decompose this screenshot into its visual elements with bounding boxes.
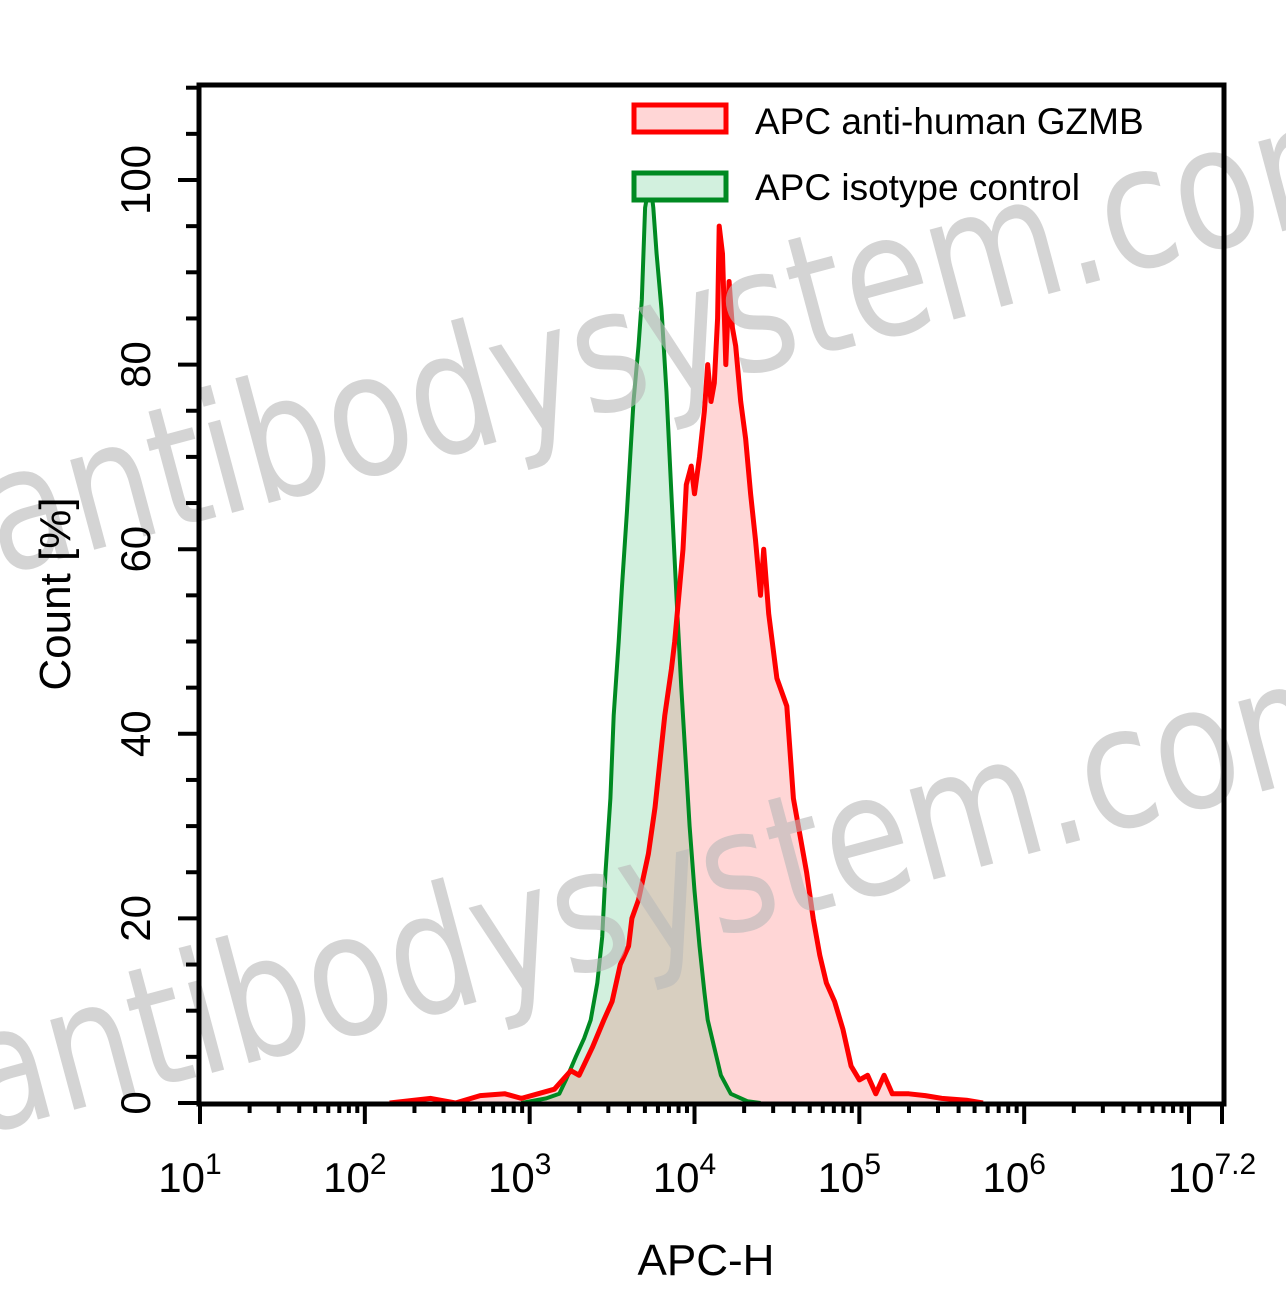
legend: APC anti-human GZMB APC isotype control <box>631 101 1144 208</box>
x-tick-label: 101 <box>158 1148 221 1201</box>
legend-swatch-isotype <box>631 170 729 203</box>
x-tick-label: 104 <box>653 1148 716 1201</box>
x-tick-label: 103 <box>488 1148 551 1201</box>
y-tick-label: 0 <box>112 1091 159 1114</box>
x-tick-label: 106 <box>982 1148 1045 1201</box>
x-tick-label: 107.2 <box>1168 1148 1256 1201</box>
x-tick-label: 105 <box>818 1148 881 1201</box>
legend-label-isotype: APC isotype control <box>755 167 1080 208</box>
gzmb-histogram-fill <box>389 226 983 1103</box>
y-axis-ticks <box>178 85 199 1105</box>
overlap-fill <box>521 623 761 1103</box>
legend-label-gzmb: APC anti-human GZMB <box>755 101 1144 142</box>
y-tick-label: 60 <box>112 526 159 573</box>
legend-item-isotype: APC isotype control <box>631 167 1080 208</box>
legend-swatch-gzmb <box>631 102 729 135</box>
y-tick-label: 40 <box>112 710 159 757</box>
legend-item-gzmb: APC anti-human GZMB <box>631 101 1144 142</box>
x-tick-label: 102 <box>323 1148 386 1201</box>
gzmb-histogram-line <box>389 223 984 1103</box>
y-tick-label: 100 <box>112 145 159 215</box>
y-tick-label: 80 <box>112 341 159 388</box>
y-axis-title: Count [%] <box>31 497 80 690</box>
x-axis-tick-labels: 101 102 103 104 105 106 107.2 <box>158 1148 1256 1201</box>
y-tick-label: 20 <box>112 895 159 942</box>
y-axis-tick-labels: 0 20 40 60 80 100 <box>112 145 159 1115</box>
x-axis-title: APC-H <box>638 1236 775 1285</box>
x-axis-ticks <box>198 1104 1224 1124</box>
isotype-histogram-fill <box>521 180 761 1103</box>
